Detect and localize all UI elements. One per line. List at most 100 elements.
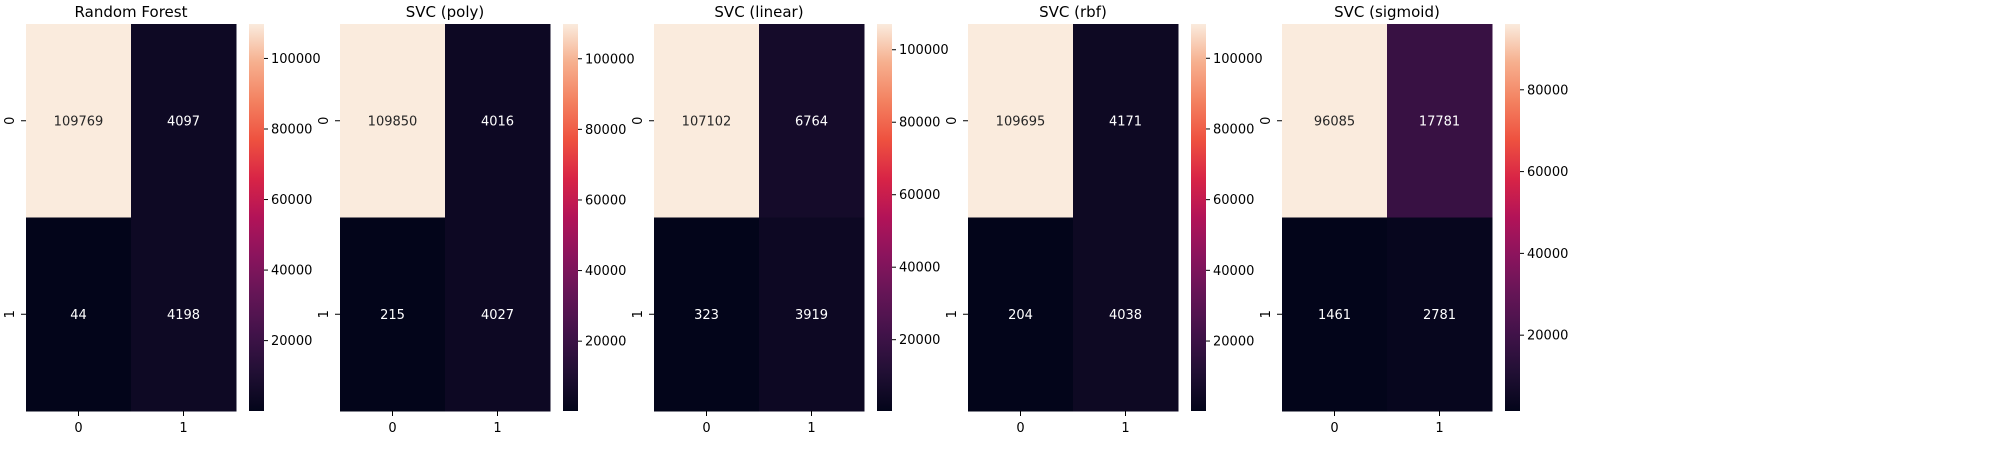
- colorbar-tick-label: 40000: [1527, 247, 1568, 262]
- cell-value: 17781: [1419, 114, 1460, 129]
- y-tick-label: 1: [631, 310, 646, 318]
- cell-value: 109769: [54, 114, 104, 129]
- y-tick-label: 0: [945, 117, 960, 125]
- colorbar-tick-label: 60000: [271, 193, 312, 208]
- colorbar-tick-label: 100000: [899, 43, 949, 58]
- colorbar-tick-label: 100000: [1213, 52, 1263, 67]
- colorbar-tick-label: 80000: [1213, 122, 1254, 137]
- colorbar-tick-label: 20000: [271, 334, 312, 349]
- colorbar-tick-label: 60000: [1527, 165, 1568, 180]
- panel-title: SVC (poly): [406, 3, 484, 21]
- cell-value: 215: [380, 308, 405, 323]
- colorbar-tick-label: 40000: [1213, 264, 1254, 279]
- heatmap-cell: [1387, 217, 1493, 412]
- heatmap-cell: [340, 217, 446, 412]
- y-tick-label: 0: [1259, 117, 1274, 125]
- y-tick-label: 0: [631, 117, 646, 125]
- x-tick-label: 1: [1435, 421, 1443, 436]
- cell-value: 4027: [481, 308, 514, 323]
- y-tick-label: 1: [3, 310, 18, 318]
- colorbar-tick-label: 20000: [899, 333, 940, 348]
- cell-value: 4016: [481, 114, 514, 129]
- cell-value: 4171: [1109, 114, 1142, 129]
- colorbar-tick-label: 40000: [899, 261, 940, 276]
- heatmap-cell: [968, 24, 1074, 218]
- y-tick-label: 0: [3, 117, 18, 125]
- cell-value: 6764: [795, 114, 828, 129]
- panel-title: Random Forest: [75, 3, 188, 21]
- heatmap-panel-3: SVC (rbf) 109695 4171 204 4038 0 1 0 1 20000 40000…: [945, 3, 1263, 436]
- colorbar: [1505, 24, 1520, 411]
- heatmap-cell: [1282, 217, 1388, 412]
- colorbar-tick-label: 40000: [585, 264, 626, 279]
- cell-value: 204: [1008, 308, 1033, 323]
- heatmap-cell: [654, 217, 760, 412]
- x-tick-label: 0: [1330, 421, 1338, 436]
- heatmap-cell: [759, 24, 865, 218]
- cell-value: 107102: [682, 114, 732, 129]
- cell-value: 109850: [368, 114, 418, 129]
- y-tick-label: 1: [1259, 310, 1274, 318]
- heatmap-cell: [654, 24, 760, 218]
- colorbar-tick-label: 80000: [271, 122, 312, 137]
- heatmap-cell: [1073, 217, 1179, 412]
- panel-title: SVC (linear): [714, 3, 803, 21]
- x-tick-label: 0: [702, 421, 710, 436]
- x-tick-label: 0: [74, 421, 82, 436]
- colorbar: [877, 24, 892, 411]
- cell-value: 44: [70, 308, 87, 323]
- x-tick-label: 1: [807, 421, 815, 436]
- colorbar-tick-label: 20000: [585, 335, 626, 350]
- heatmap-cell: [1073, 24, 1179, 218]
- cell-value: 323: [694, 308, 719, 323]
- heatmap-cell: [26, 217, 132, 412]
- cell-value: 4198: [167, 308, 200, 323]
- colorbar-tick-label: 40000: [271, 264, 312, 279]
- heatmap-cell: [759, 217, 865, 412]
- colorbar-tick-label: 80000: [1527, 83, 1568, 98]
- heatmap-cell: [1282, 24, 1388, 218]
- cell-value: 2781: [1423, 308, 1456, 323]
- colorbar-tick-label: 20000: [1527, 329, 1568, 344]
- x-tick-label: 0: [1016, 421, 1024, 436]
- cell-value: 4097: [167, 114, 200, 129]
- colorbar-tick-label: 60000: [585, 193, 626, 208]
- colorbar-tick-label: 60000: [1213, 193, 1254, 208]
- cell-value: 109695: [996, 114, 1046, 129]
- panel-title: SVC (sigmoid): [1334, 3, 1440, 21]
- y-tick-label: 0: [317, 117, 332, 125]
- x-tick-label: 0: [388, 421, 396, 436]
- panel-title: SVC (rbf): [1039, 3, 1107, 21]
- heatmap-cell: [968, 217, 1074, 412]
- colorbar: [249, 24, 264, 411]
- heatmap-cell: [131, 24, 237, 218]
- y-tick-label: 1: [317, 310, 332, 318]
- x-tick-label: 1: [1121, 421, 1129, 436]
- heatmap-panel-2: SVC (linear) 107102 6764 323 3919 0 1 0 1 20000 40…: [631, 3, 949, 436]
- x-tick-label: 1: [493, 421, 501, 436]
- heatmap-cell: [340, 24, 446, 218]
- y-tick-label: 1: [945, 310, 960, 318]
- colorbar-tick-label: 100000: [585, 52, 635, 67]
- colorbar-tick-label: 60000: [899, 188, 940, 203]
- heatmap-cell: [26, 24, 132, 218]
- cell-value: 3919: [795, 308, 828, 323]
- heatmap-panel-0: Random Forest 109769 4097 44 4198 0 1 0 1 20000 40…: [3, 3, 321, 436]
- heatmap-cell: [131, 217, 237, 412]
- colorbar-tick-label: 80000: [585, 123, 626, 138]
- colorbar: [563, 24, 578, 411]
- colorbar-tick-label: 20000: [1213, 335, 1254, 350]
- x-tick-label: 1: [179, 421, 187, 436]
- colorbar: [1191, 24, 1206, 411]
- cell-value: 96085: [1314, 114, 1355, 129]
- cell-value: 4038: [1109, 308, 1142, 323]
- heatmap-cell: [445, 217, 551, 412]
- heatmap-cell: [445, 24, 551, 218]
- cell-value: 1461: [1318, 308, 1351, 323]
- heatmap-panel-1: SVC (poly) 109850 4016 215 4027 0 1 0 1 20000 4000…: [317, 3, 635, 436]
- colorbar-tick-label: 100000: [271, 52, 321, 67]
- colorbar-tick-label: 80000: [899, 116, 940, 131]
- heatmap-panel-4: SVC (sigmoid) 96085 17781 1461 2781 0 1 0 1 20000…: [1259, 3, 1568, 436]
- heatmap-cell: [1387, 24, 1493, 218]
